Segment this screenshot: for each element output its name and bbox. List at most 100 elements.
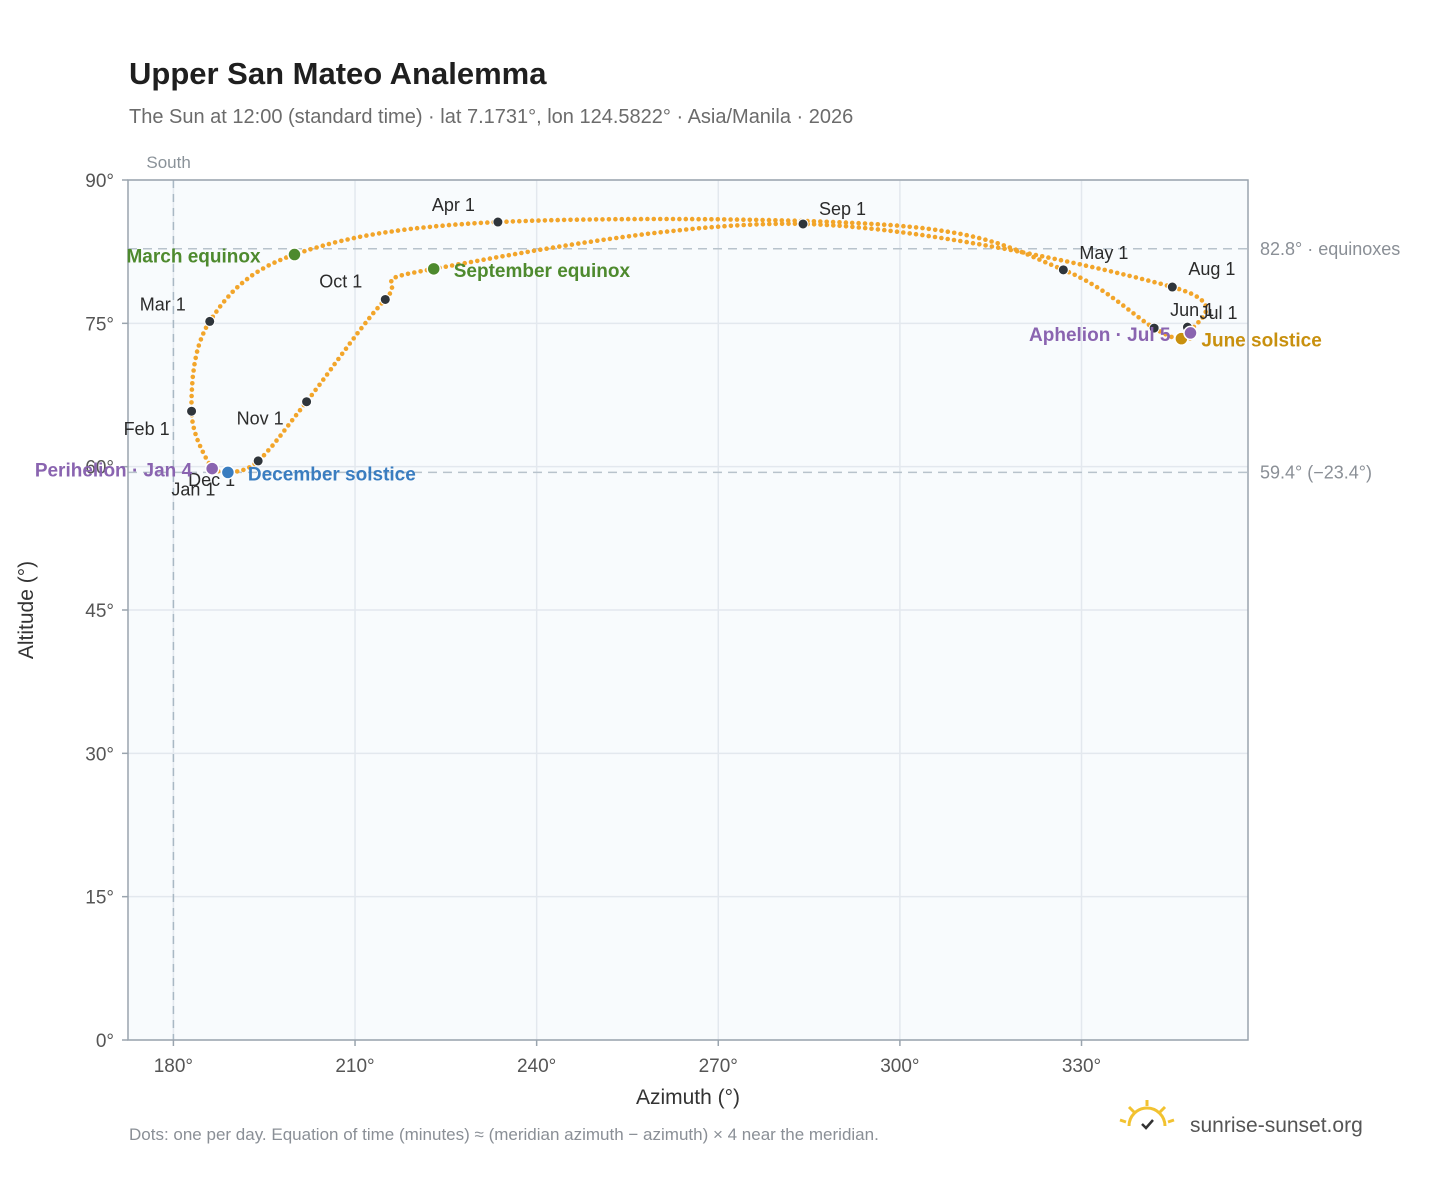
day-dot (753, 217, 759, 223)
day-dot (538, 247, 543, 252)
day-dot (786, 221, 791, 227)
day-dot (544, 246, 549, 251)
day-dot (1136, 315, 1141, 320)
day-dot (721, 217, 727, 222)
day-dot (487, 256, 493, 261)
day-dot (485, 220, 490, 225)
day-dot (529, 218, 535, 223)
day-dot (989, 244, 995, 249)
day-dot (932, 227, 938, 233)
day-dot (443, 264, 449, 270)
day-dot (320, 243, 326, 248)
day-dot (506, 252, 512, 258)
day-dot (613, 216, 618, 222)
day-dot (453, 222, 458, 227)
day-dot (696, 216, 701, 222)
day-dot (856, 225, 862, 230)
day-dot (383, 230, 388, 235)
day-dot (235, 285, 240, 290)
day-dot (321, 377, 326, 382)
day-dot (779, 218, 785, 223)
day-dot (606, 217, 612, 222)
day-dot (549, 217, 554, 223)
day-dot (837, 220, 842, 225)
day-dot (574, 217, 580, 222)
event-marker (287, 247, 302, 262)
day-dot (625, 216, 631, 222)
day-dot (875, 227, 881, 232)
day-dot (1182, 288, 1188, 294)
footnote: Dots: one per day. Equation of time (min… (129, 1125, 879, 1144)
day-dot (1058, 257, 1064, 263)
day-dot (493, 255, 499, 260)
day-dot (226, 294, 231, 299)
day-dot (638, 216, 644, 222)
day-dot (964, 239, 969, 245)
day-dot (1158, 281, 1163, 287)
day-dot (370, 232, 376, 237)
day-dot (766, 217, 772, 223)
day-dot (1083, 263, 1089, 269)
day-dot (193, 431, 198, 437)
day-dot (837, 223, 842, 229)
day-dot (888, 222, 893, 228)
day-dot (563, 243, 568, 248)
day-dot (664, 216, 669, 222)
day-dot (651, 216, 657, 222)
day-dot (230, 289, 235, 295)
day-dot (601, 237, 606, 243)
day-dot (440, 223, 445, 228)
month-label: Jun 1 (1170, 300, 1214, 320)
day-dot (1110, 295, 1116, 301)
day-dot (261, 452, 267, 458)
day-dot (728, 223, 734, 229)
day-dot (703, 225, 708, 230)
day-dot (272, 260, 277, 265)
day-dot (894, 229, 900, 234)
y-axis-label: Altitude (°) (15, 561, 38, 659)
event-label: December solstice (248, 464, 416, 485)
day-dot (645, 216, 650, 222)
month-label: Feb 1 (124, 419, 170, 439)
day-dot (200, 449, 206, 455)
altitude-reference-label: 59.4° (−23.4°) (1260, 462, 1372, 482)
day-dot (633, 233, 638, 238)
day-dot (1100, 288, 1105, 294)
day-dot (241, 467, 246, 473)
day-dot (317, 382, 322, 388)
day-dot (351, 336, 357, 341)
day-dot (747, 217, 753, 223)
day-dot (587, 217, 592, 222)
event-label: Aphelion · Jul 5 (1029, 325, 1171, 346)
day-dot (1200, 315, 1205, 320)
day-dot (191, 368, 196, 373)
day-dot (582, 240, 587, 245)
day-dot (302, 248, 307, 254)
day-dot (683, 227, 689, 232)
day-dot (754, 222, 759, 227)
day-dot (375, 305, 380, 311)
day-dot (347, 341, 353, 346)
day-dot (976, 235, 982, 241)
month-marker (1057, 264, 1069, 276)
day-dot (850, 224, 855, 230)
day-dot (1046, 255, 1051, 260)
day-dot (760, 217, 765, 223)
day-dot (920, 225, 925, 231)
day-dot (1094, 284, 1100, 290)
day-dot (247, 465, 252, 470)
day-dot (1083, 278, 1089, 284)
day-dot (1169, 334, 1174, 340)
day-dot (412, 270, 417, 275)
day-dot (741, 222, 746, 228)
day-dot (1203, 303, 1208, 308)
x-axis-ticks: 180° 210° 240° 270° 300° 330° (154, 1040, 1101, 1077)
daily-sun-positions (189, 216, 1208, 475)
day-dot (677, 227, 683, 233)
day-dot (1090, 264, 1095, 270)
day-dot (433, 223, 439, 229)
day-dot (465, 221, 471, 226)
day-dot (371, 310, 376, 316)
day-dot (339, 238, 344, 244)
day-dot (313, 387, 318, 393)
